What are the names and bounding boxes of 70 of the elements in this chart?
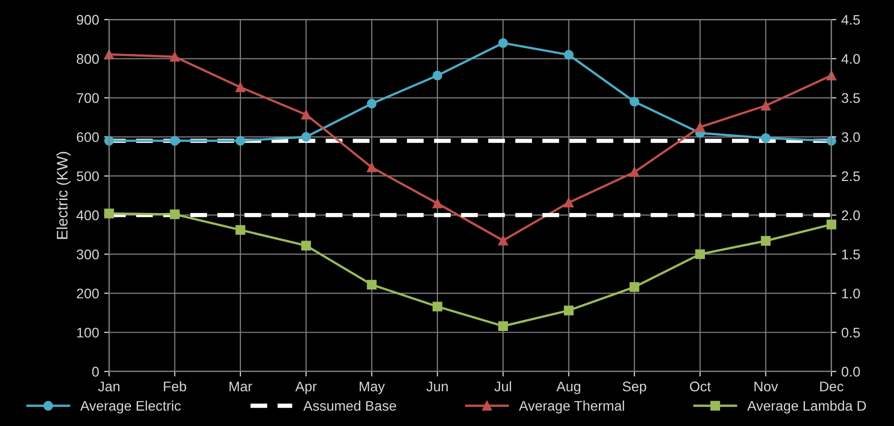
y-axis-title: Electric (KW) bbox=[56, 152, 71, 239]
legend-label: Assumed Base bbox=[303, 400, 396, 411]
point bbox=[498, 321, 508, 331]
point bbox=[432, 70, 442, 80]
y2-tick-label: 2.0 bbox=[842, 210, 860, 220]
legend-label: Average Lambda D bbox=[747, 400, 866, 414]
x-tick-label: Aug bbox=[556, 382, 580, 394]
y-tick-label: 0 bbox=[92, 366, 99, 377]
point bbox=[695, 122, 705, 132]
point bbox=[432, 302, 442, 312]
y2-tick-label: 4.0 bbox=[841, 54, 860, 64]
point bbox=[564, 198, 574, 208]
x-tick-label: Jan bbox=[98, 382, 120, 392]
point bbox=[366, 162, 377, 172]
y2-tick-label: 3.0 bbox=[842, 132, 860, 142]
y-tick-label: 600 bbox=[76, 132, 99, 142]
y2-tick-label: 0.5 bbox=[842, 328, 860, 338]
point bbox=[760, 236, 771, 246]
point bbox=[826, 220, 836, 230]
point bbox=[104, 136, 114, 146]
point bbox=[760, 100, 771, 110]
legend-label: Average Electric bbox=[80, 400, 181, 414]
y-tick-label: 400 bbox=[76, 210, 99, 220]
x-tick-label: Nov bbox=[754, 382, 778, 392]
point bbox=[170, 52, 180, 62]
point bbox=[498, 38, 508, 48]
x-tick-label: Sep bbox=[622, 382, 646, 394]
y-tick-label: 300 bbox=[76, 250, 99, 260]
point bbox=[104, 208, 114, 218]
point bbox=[236, 136, 246, 146]
point bbox=[170, 209, 180, 220]
x-tick-label: Mar bbox=[230, 382, 252, 392]
point bbox=[236, 82, 246, 92]
x-tick-label: Apr bbox=[295, 382, 317, 394]
point bbox=[301, 132, 311, 142]
y-tick-label: 900 bbox=[76, 14, 99, 25]
point bbox=[236, 225, 246, 235]
point bbox=[170, 136, 180, 146]
y2-tick-label: 3.5 bbox=[842, 93, 860, 103]
x-tick-label: May bbox=[360, 382, 385, 394]
point bbox=[366, 98, 377, 109]
x-tick-label: Dec bbox=[820, 382, 844, 392]
y-tick-label: 500 bbox=[76, 171, 99, 182]
point bbox=[630, 282, 640, 292]
point bbox=[432, 198, 442, 208]
point bbox=[695, 249, 705, 260]
point bbox=[630, 167, 640, 177]
x-tick-label: Jun bbox=[426, 382, 448, 392]
y-tick-label: 100 bbox=[77, 328, 99, 338]
point bbox=[301, 240, 311, 250]
point bbox=[366, 280, 377, 290]
y-tick-label: 800 bbox=[76, 54, 99, 64]
y2-tick-label: 4.5 bbox=[841, 15, 860, 25]
point bbox=[301, 110, 311, 120]
y2-tick-label: 0.0 bbox=[842, 366, 860, 377]
y-tick-label: 700 bbox=[76, 93, 99, 103]
y2-tick-label: 1.5 bbox=[842, 250, 860, 260]
x-tick-label: Oct bbox=[690, 382, 711, 392]
legend-label: Average Thermal bbox=[518, 400, 624, 414]
point bbox=[104, 50, 114, 60]
y-tick-label: 200 bbox=[76, 288, 99, 298]
point bbox=[498, 236, 508, 246]
y2-tick-label: 2.5 bbox=[842, 171, 860, 182]
point bbox=[564, 306, 574, 316]
y2-tick-label: 1.0 bbox=[842, 288, 860, 298]
point bbox=[564, 50, 574, 60]
point bbox=[630, 96, 640, 107]
x-tick-label: Jul bbox=[494, 381, 512, 392]
x-tick-label: Feb bbox=[164, 381, 186, 392]
point bbox=[760, 133, 771, 143]
